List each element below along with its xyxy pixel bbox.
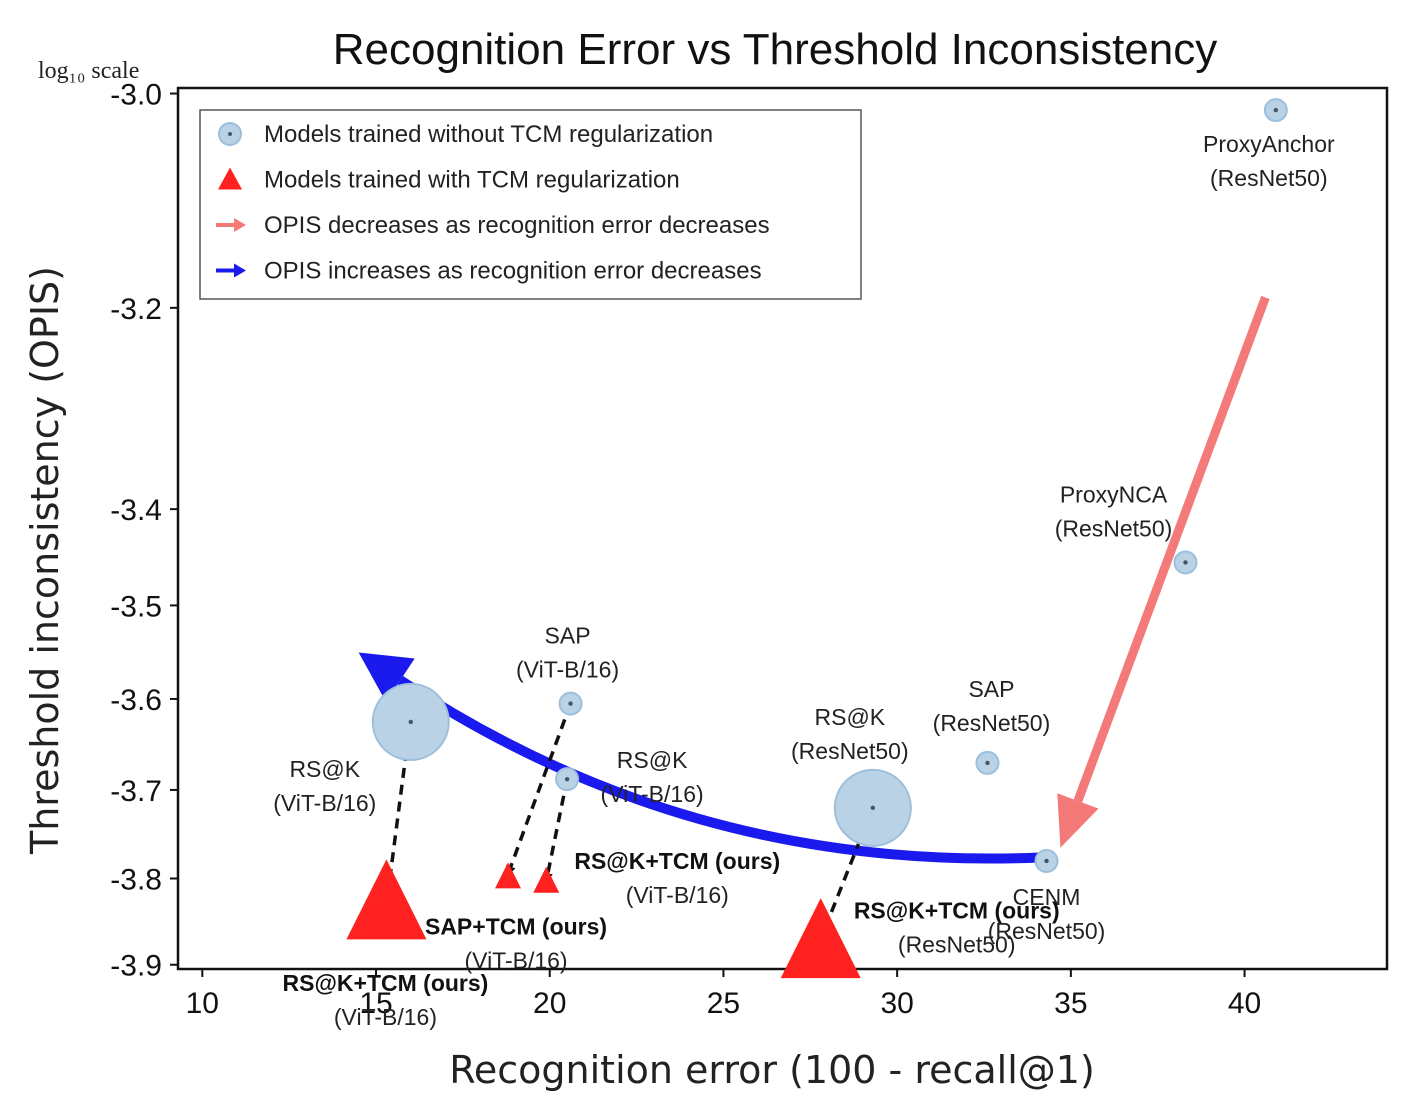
point-sublabel: (ResNet50) [1055,515,1173,541]
legend: Models trained without TCM regularizatio… [199,109,862,300]
point-center-cenm [1044,858,1049,864]
legend-marker-arrow-head [234,263,246,278]
point-rsk-tcm-vit-large [346,859,427,940]
point-sublabel: (ResNet50) [791,738,909,764]
point-center-sap-resnet [985,760,990,766]
point-label: ProxyNCA [1060,481,1168,507]
arrows-layer [358,295,1270,941]
dashed-arrow [542,778,569,884]
legend-label: OPIS decreases as recognition error decr… [264,212,770,239]
legend-marker-arrow-head [234,218,246,232]
x-tick-label: 15 [359,987,392,1020]
y-scale-note: log₁₀ scale [38,58,139,84]
point-sublabel: (ResNet50) [1210,165,1328,191]
plot-frame [176,86,1389,971]
point-center-proxyanchor [1273,107,1279,113]
point-labels-layer: ProxyAnchor (ResNet50) ProxyNCA (ResNet50) S… [273,131,1335,1030]
y-tick-label: -3.6 [110,684,162,717]
point-label: RS@K [289,756,360,782]
point-sublabel: (ViT-B/16) [273,790,376,816]
chart-title: Recognition Error vs Threshold Inconsist… [333,25,1218,74]
point-label: SAP [545,623,591,649]
y-axis-label: Threshold inconsistency (OPIS) [23,266,67,855]
point-sublabel: (ViT-B/16) [464,947,567,973]
point-center-rsk-vit-large [408,719,413,725]
x-tick-label: 25 [707,987,740,1020]
point-label: SAP+TCM (ours) [425,913,607,939]
point-label: RS@K+TCM (ours) [283,970,489,996]
legend-label: OPIS increases as recognition error decr… [264,258,762,285]
legend-box [199,109,862,300]
y-tick-label: -3.7 [110,775,162,808]
x-tick-label: 35 [1054,987,1087,1020]
point-label: RS@K+TCM (ours) [854,898,1060,924]
x-axis-label: Recognition error (100 - recall@1) [449,1048,1095,1092]
legend-label: Models trained without TCM regularizatio… [264,121,713,148]
point-center-proxynca [1183,560,1188,565]
point-sublabel: (ViT-B/16) [601,781,704,807]
point-sublabel: (ViT-B/16) [334,1004,437,1030]
point-rsk-tcm-resnet [780,898,861,979]
point-sublabel: (ViT-B/16) [626,882,729,908]
x-tick-label: 10 [186,987,219,1020]
point-sap-tcm-vit [495,862,522,889]
x-axis-ticks: 10 15 20 25 30 35 40 [186,969,1261,1020]
point-center-rsk-resnet [870,805,876,811]
opis-increase-arrow-shaft [397,675,1040,864]
legend-marker-triangle [218,167,242,190]
x-tick-label: 40 [1228,987,1261,1020]
opis-increase-arrow [358,652,1040,864]
point-label: SAP [968,676,1014,702]
y-tick-label: -3.0 [110,79,162,112]
point-label: RS@K [815,704,886,730]
point-sublabel: (ResNet50) [933,710,1051,736]
y-tick-label: -3.5 [110,590,162,623]
x-tick-label: 30 [880,987,913,1020]
legend-label: Models trained with TCM regularization [264,167,680,194]
opis-decrease-arrow [1057,295,1270,848]
point-sublabel: (ResNet50) [898,932,1016,958]
dashed-arrow [506,702,573,876]
point-label: RS@K+TCM (ours) [574,848,780,874]
opis-increase-arrow-head [358,652,415,702]
point-label: ProxyAnchor [1203,131,1335,157]
points-layer [346,98,1288,979]
opis-decrease-arrow-head [1057,793,1099,848]
point-sublabel: (ResNet50) [988,918,1106,944]
point-label: RS@K [617,747,688,773]
point-sublabel: (ViT-B/16) [516,657,619,683]
point-label: CENM [1013,884,1081,910]
opis-decrease-arrow-shaft [1073,295,1270,803]
legend-items: Models trained without TCM regularizatio… [216,121,770,285]
legend-marker-dot [228,132,232,136]
y-tick-label: -3.2 [110,293,162,326]
y-tick-label: -3.8 [110,863,162,896]
y-tick-label: -3.4 [110,494,162,527]
point-rsk-tcm-vit-small [533,866,560,893]
point-center-sap-vit [568,701,573,706]
point-center-rsk-vit-small [564,776,570,782]
y-tick-label: -3.9 [110,950,162,983]
x-tick-label: 20 [533,987,566,1020]
y-axis-ticks: -3.0 -3.2 -3.4 -3.5 -3.6 -3.7 -3.8 -3.9 [110,79,178,983]
